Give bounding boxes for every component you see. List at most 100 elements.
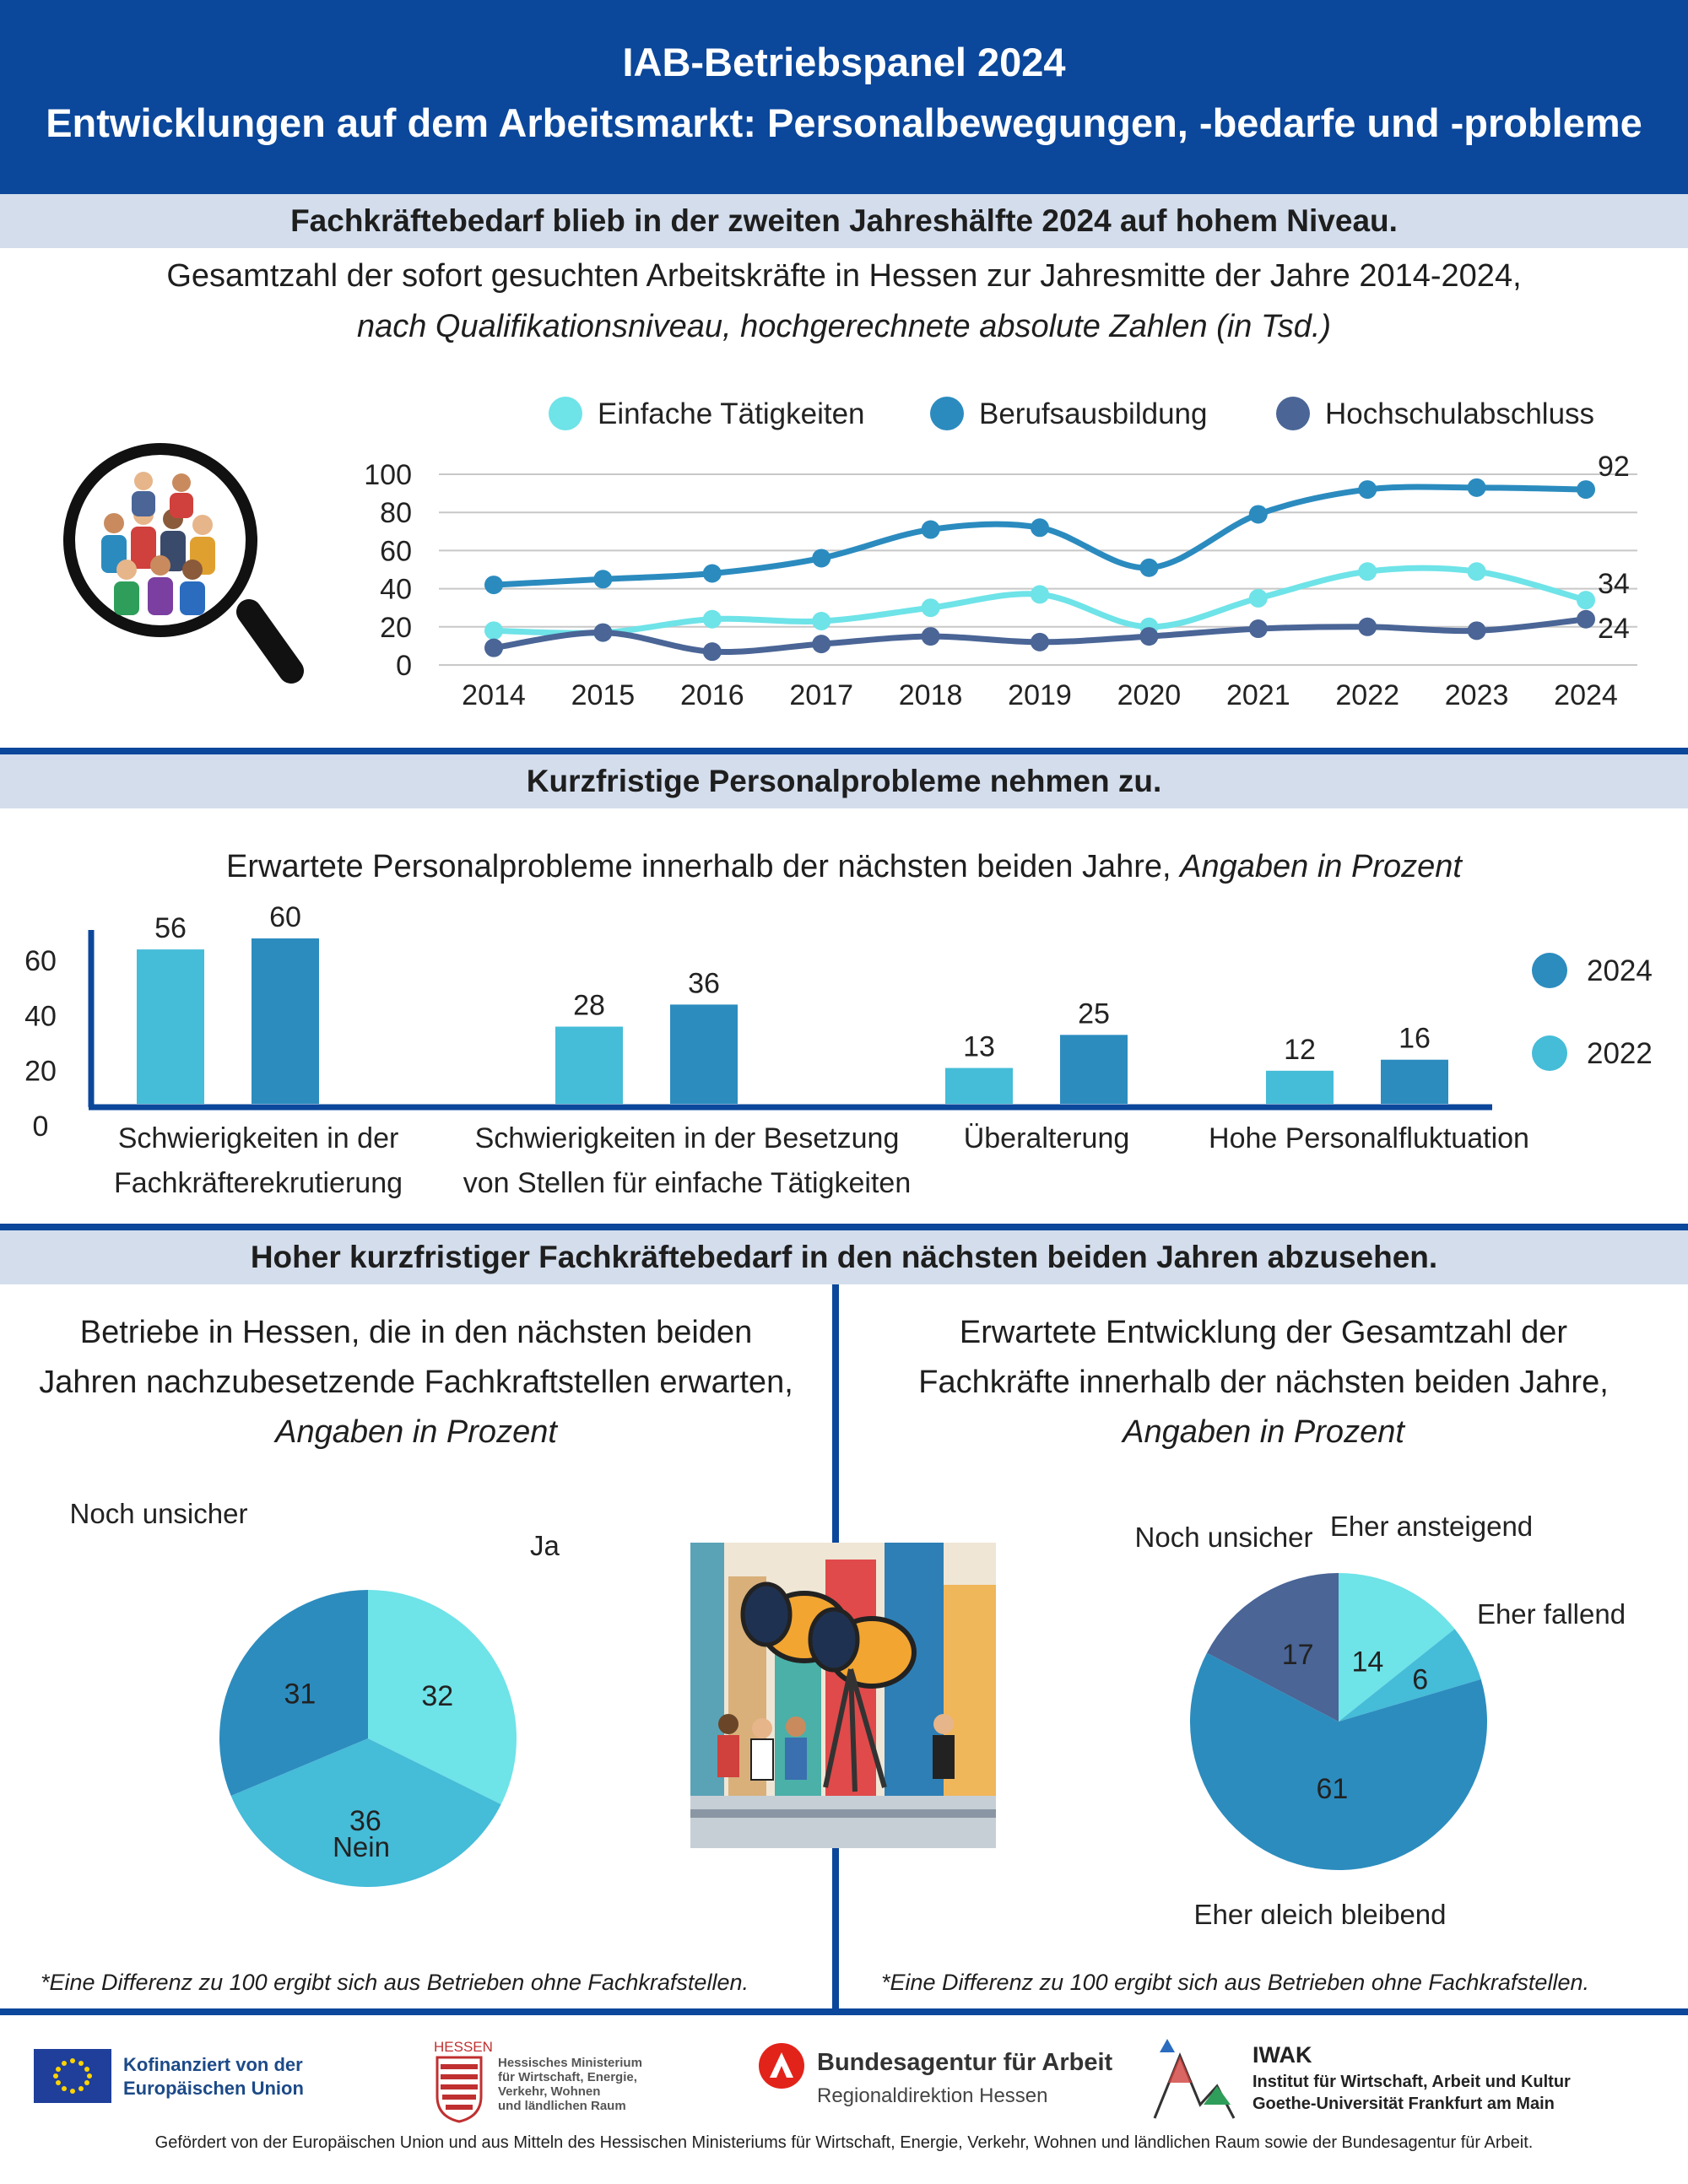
iwak-logo-icon: [1153, 2039, 1236, 2119]
x-tick-label: 2023: [1445, 679, 1509, 711]
pie-slice: [230, 1738, 501, 1887]
data-point: [1467, 621, 1486, 641]
data-point: [921, 627, 940, 646]
y-tick-label: 0: [33, 1111, 49, 1143]
footer-divider: [0, 2008, 1688, 2015]
x-tick-label: 2018: [899, 679, 963, 711]
pie-value-label: 6: [1412, 1664, 1428, 1696]
data-point: [1139, 627, 1159, 646]
x-tick-label: 2014: [462, 679, 526, 711]
data-point: [1467, 562, 1486, 581]
pie-slice: [1206, 1573, 1339, 1722]
iwak-line3: Goethe-Universität Frankfurt am Main: [1252, 2095, 1555, 2113]
bar-2024: [1381, 1059, 1448, 1104]
y-tick-label: 60: [380, 535, 412, 567]
pie-slice: [219, 1590, 368, 1796]
data-point: [921, 520, 940, 539]
pie-value-label: 36: [349, 1805, 381, 1837]
bar-chart-caption-italic: Angaben in Prozent: [1180, 849, 1462, 884]
category-label: von Stellen für einfache Tätigkeiten: [463, 1167, 912, 1199]
y-tick-label: 100: [364, 459, 412, 491]
data-point: [484, 621, 503, 641]
ba-line2: Regionaldirektion Hessen: [817, 2084, 1048, 2107]
data-point: [1358, 480, 1377, 500]
line-chart-caption-1: Gesamtzahl der sofort gesuchten Arbeitsk…: [166, 258, 1522, 294]
legend-label-2022: 2022: [1587, 1037, 1653, 1070]
bar-value-label: 16: [1399, 1023, 1431, 1055]
data-point: [1358, 562, 1377, 581]
y-tick-label: 60: [24, 945, 57, 977]
bar-value-label: 12: [1284, 1034, 1316, 1066]
bar-chart: 60 40 20 0 56 60 28 36 13 25 12 16 Schwierigkeiten i…: [24, 901, 1653, 1199]
bar-2024: [1060, 1035, 1128, 1104]
data-point: [593, 570, 613, 589]
hessen-line-3: Verkehr, Wohnen: [498, 2084, 601, 2099]
page-subtitle: Entwicklungen auf dem Arbeitsmarkt: Pers…: [46, 100, 1642, 145]
page-header: IAB-Betriebspanel 2024 Entwicklungen auf…: [0, 0, 1688, 194]
y-tick-label: 0: [396, 650, 412, 682]
pie1-caption-3: Angaben in Prozent: [275, 1414, 557, 1450]
eu-logo-line1: Kofinanziert von der: [123, 2054, 303, 2075]
x-tick-label: 2016: [680, 679, 744, 711]
data-point: [1467, 478, 1486, 497]
data-point: [1577, 609, 1595, 629]
bar-value-label: 36: [688, 967, 720, 999]
data-point: [702, 609, 722, 629]
pie-chart-fachkraftstellen: 32 36 31 Ja Nein Noch unsicher: [70, 1498, 560, 1887]
pie-value-label: 31: [284, 1678, 316, 1710]
hessen-logo-top: HESSEN: [434, 2039, 493, 2055]
data-point: [484, 576, 503, 595]
section-divider: [0, 1224, 1688, 1230]
section1-band: Fachkräftebedarf blieb in der zweiten Ja…: [0, 194, 1688, 248]
section2-band: Kurzfristige Personalprobleme nehmen zu.: [0, 754, 1688, 808]
legend-label: Berufsausbildung: [979, 397, 1207, 430]
y-tick-label: 20: [24, 1056, 57, 1088]
y-tick-label: 40: [380, 574, 412, 606]
data-point: [1248, 588, 1268, 608]
data-point: [593, 623, 613, 642]
end-value-label: 34: [1598, 568, 1630, 600]
line-chart-caption-2: nach Qualifikationsniveau, hochgerechnet…: [356, 309, 1332, 344]
category-label: Schwierigkeiten in der Besetzung: [475, 1122, 900, 1154]
legend-label: Einfache Tätigkeiten: [598, 397, 865, 430]
pie2-caption-3: Angaben in Prozent: [1123, 1414, 1404, 1450]
bar-value-label: 13: [963, 1031, 995, 1063]
pie-category-label: Noch unsicher: [1135, 1522, 1313, 1553]
bar-2024: [670, 1004, 738, 1104]
bar-2022: [1266, 1070, 1334, 1104]
legend-marker-2022: [1532, 1035, 1567, 1071]
pie2-caption-1: Erwartete Entwicklung der Gesamtzahl der: [959, 1315, 1568, 1350]
data-point: [921, 598, 940, 618]
pie2-caption-2: Fachkräfte innerhalb der nächsten beiden…: [918, 1365, 1609, 1400]
pie-category-label: Eher fallend: [1477, 1598, 1626, 1630]
hessen-line-1: Hessisches Ministerium: [498, 2056, 642, 2070]
bar-value-label: 28: [573, 990, 605, 1022]
data-point: [1248, 619, 1268, 639]
footnote-right: *Eine Differenz zu 100 ergibt sich aus B…: [881, 1970, 1589, 1995]
x-tick-label: 2019: [1008, 679, 1072, 711]
bar-2022: [945, 1068, 1013, 1104]
data-point: [812, 635, 831, 654]
x-tick-label: 2022: [1335, 679, 1399, 711]
iwak-line1: IWAK: [1252, 2042, 1312, 2068]
end-value-label: 92: [1598, 451, 1630, 483]
end-value-label: 24: [1598, 613, 1630, 645]
pie-value-label: 32: [421, 1680, 453, 1712]
eu-flag-icon: [34, 2049, 111, 2103]
pie1-caption-2: Jahren nachzubesetzende Fachkraftstellen…: [39, 1365, 793, 1400]
eu-logo-line2: Europäischen Union: [123, 2078, 304, 2099]
data-point: [812, 612, 831, 631]
pie-category-label: Eher gleich bleibend: [1193, 1899, 1446, 1924]
bar-2024: [252, 938, 319, 1104]
pie1-caption-1: Betriebe in Hessen, die in den nächsten …: [79, 1315, 753, 1350]
iwak-line2: Institut für Wirtschaft, Arbeit und Kult…: [1252, 2073, 1571, 2091]
pie-category-label: Nein: [333, 1831, 390, 1862]
y-tick-label: 40: [24, 1000, 57, 1032]
bar-2022: [555, 1026, 623, 1104]
x-tick-label: 2021: [1226, 679, 1290, 711]
hessen-line-4: und ländlichen Raum: [498, 2099, 626, 2113]
data-point: [1139, 558, 1159, 577]
bar-value-label: 56: [154, 912, 187, 944]
bar-value-label: 60: [269, 901, 301, 933]
pie-value-label: 61: [1316, 1773, 1348, 1805]
